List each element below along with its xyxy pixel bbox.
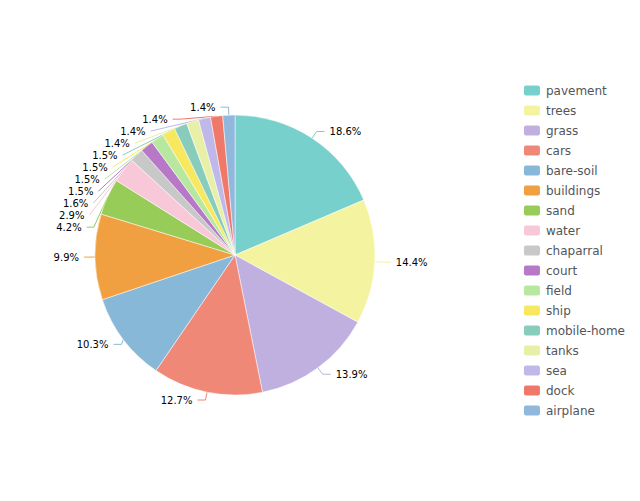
svg-text:4.2%: 4.2% (56, 222, 81, 233)
svg-text:14.4%: 14.4% (396, 257, 428, 268)
svg-text:mobile-home: mobile-home (546, 324, 625, 338)
svg-text:10.3%: 10.3% (77, 339, 109, 350)
svg-text:tanks: tanks (546, 344, 579, 358)
svg-text:1.6%: 1.6% (63, 198, 88, 209)
svg-text:sea: sea (546, 364, 567, 378)
svg-text:sand: sand (546, 204, 575, 218)
svg-text:18.6%: 18.6% (330, 126, 362, 137)
svg-text:1.5%: 1.5% (68, 186, 93, 197)
svg-text:1.4%: 1.4% (104, 138, 129, 149)
svg-text:pavement: pavement (546, 84, 607, 98)
svg-text:trees: trees (546, 104, 576, 118)
svg-text:bare-soil: bare-soil (546, 164, 598, 178)
svg-text:13.9%: 13.9% (336, 369, 368, 380)
svg-text:court: court (546, 264, 577, 278)
svg-text:1.4%: 1.4% (142, 114, 167, 125)
svg-text:dock: dock (546, 384, 575, 398)
svg-text:1.5%: 1.5% (92, 150, 117, 161)
svg-text:field: field (546, 284, 572, 298)
svg-text:buildings: buildings (546, 184, 600, 198)
svg-text:water: water (546, 224, 580, 238)
svg-text:ship: ship (546, 304, 571, 318)
svg-text:9.9%: 9.9% (54, 252, 79, 263)
svg-text:chaparral: chaparral (546, 244, 603, 258)
svg-text:1.4%: 1.4% (190, 102, 215, 113)
svg-text:12.7%: 12.7% (161, 395, 193, 406)
svg-text:1.5%: 1.5% (74, 174, 99, 185)
svg-text:grass: grass (546, 124, 578, 138)
svg-text:cars: cars (546, 144, 571, 158)
svg-text:airplane: airplane (546, 404, 595, 418)
svg-text:1.5%: 1.5% (82, 162, 107, 173)
svg-text:1.4%: 1.4% (120, 126, 145, 137)
svg-text:2.9%: 2.9% (59, 210, 84, 221)
